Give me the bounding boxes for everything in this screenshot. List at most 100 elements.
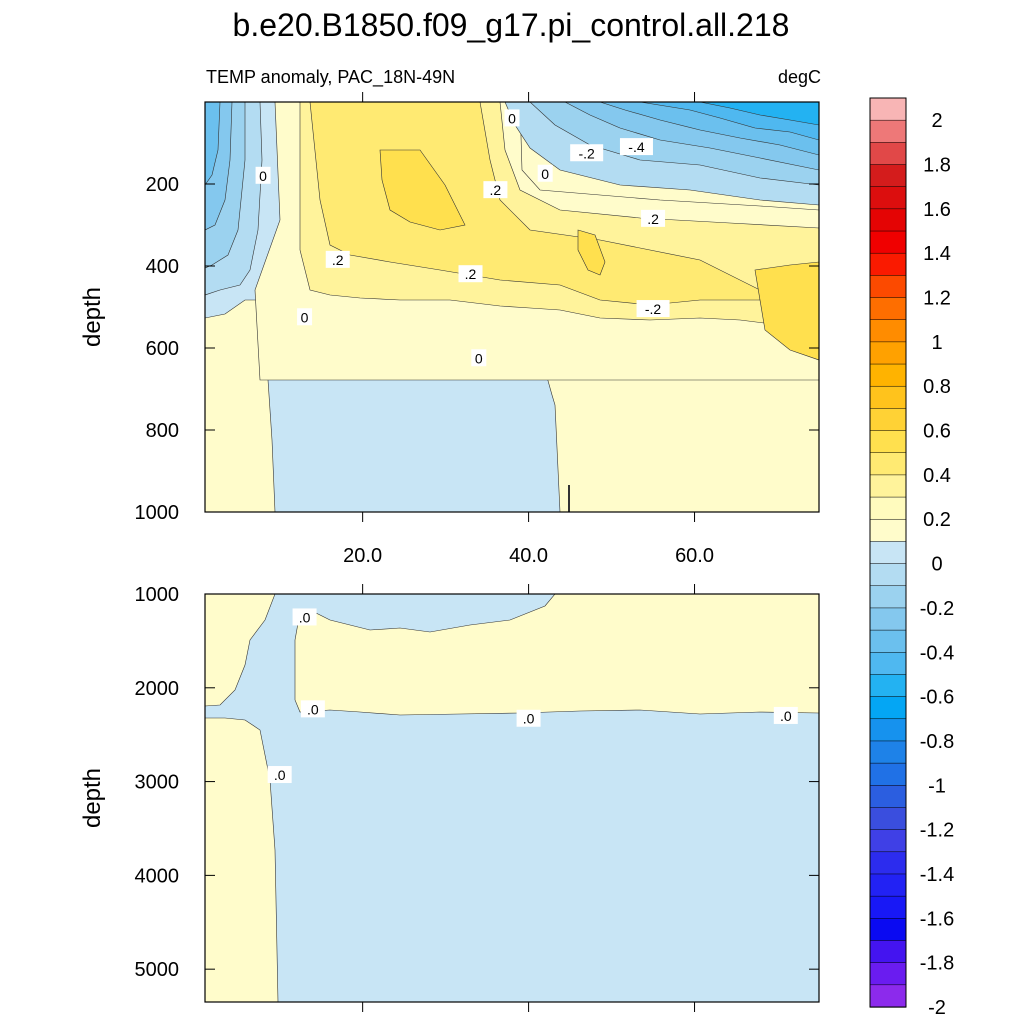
- colorbar-swatch: [869, 474, 907, 498]
- y-tick-label: 600: [146, 338, 179, 360]
- colorbar-label: -0.8: [920, 731, 954, 753]
- upper-band-neg-topright-6: [699, 102, 819, 126]
- colorbar-swatch: [869, 962, 907, 986]
- colorbar-label: 1.8: [923, 155, 951, 177]
- colorbar-swatch: [869, 341, 907, 365]
- colorbar-label: -0.4: [920, 642, 954, 664]
- colorbar-swatch: [869, 297, 907, 321]
- colorbar-swatch: [869, 252, 907, 277]
- colorbar-swatch: [869, 319, 907, 343]
- y-tick-label: 1000: [135, 502, 180, 524]
- contour-label: 0: [508, 110, 516, 126]
- contour-label-box: [458, 265, 483, 283]
- colorbar-swatch: [869, 585, 907, 609]
- colorbar-swatch: [869, 385, 907, 410]
- lower-axis-ticks: 1000 2000 3000 4000 5000: [135, 584, 819, 1012]
- lower-contour-fill: [205, 594, 819, 1002]
- upper-band-pos-06: [379, 149, 466, 231]
- colorbar-swatch: [869, 762, 907, 786]
- y-tick-label: 200: [146, 174, 179, 196]
- y-tick-label: 3000: [135, 772, 180, 794]
- colorbar-label: -1: [928, 775, 946, 797]
- contour-label: 0: [301, 309, 309, 325]
- x-tick-label: 40.0: [509, 545, 548, 567]
- contour-label: -.2: [579, 145, 596, 161]
- colorbar-swatch: [869, 452, 907, 476]
- contour-label: .0: [274, 767, 286, 783]
- lower-plot-frame: [204, 593, 820, 1003]
- main-title: b.e20.B1850.f09_g17.pi_control.all.218: [233, 7, 790, 43]
- colorbar-label: -1.6: [920, 908, 954, 930]
- x-tick-label: 60.0: [675, 545, 714, 567]
- contour-label: .0: [299, 609, 311, 625]
- colorbar-frame: [869, 97, 907, 1008]
- upper-band-neg-left-4: [205, 102, 221, 186]
- colorbar-swatch: [869, 696, 907, 720]
- y-tick-label: 800: [146, 420, 179, 442]
- contour-label: .2: [332, 252, 344, 268]
- colorbar-label: 1.6: [923, 199, 951, 221]
- colorbar-swatch: [869, 652, 907, 676]
- contour-label-box: [516, 709, 541, 727]
- colorbar-swatch: [869, 208, 907, 232]
- lower-y-axis-label: depth: [79, 768, 106, 828]
- contour-label: -.2: [645, 301, 662, 317]
- colorbar-swatch: [869, 164, 907, 188]
- contour-label-box: [636, 300, 670, 318]
- colorbar-swatch: [869, 807, 907, 831]
- contour-label: 0: [259, 168, 267, 184]
- upper-y-axis-label: depth: [79, 287, 106, 347]
- contour-label-box: [619, 138, 653, 156]
- contour-label: .0: [523, 711, 535, 727]
- colorbar-swatch: [869, 829, 907, 853]
- colorbar: 2 1.8 1.6 1.4 1.2 1 0.8 0.6 0.4 0.2 0 -0.2 -0.4 -0.6 -…: [869, 97, 954, 1019]
- colorbar-label: -1.8: [920, 953, 954, 975]
- contour-label: .2: [490, 182, 502, 198]
- colorbar-swatch: [869, 408, 907, 432]
- colorbar-swatch: [869, 873, 907, 897]
- contour-label: .0: [780, 708, 792, 724]
- contour-label: .2: [465, 266, 477, 282]
- contour-label: -.4: [628, 139, 645, 155]
- colorbar-label: 1: [931, 332, 942, 354]
- contour-label: 0: [475, 350, 483, 366]
- colorbar-swatch: [869, 363, 907, 387]
- y-tick-label: 5000: [135, 959, 180, 981]
- contour-label: 0: [541, 166, 549, 182]
- colorbar-swatch: [869, 119, 907, 143]
- colorbar-label: 0.4: [923, 465, 951, 487]
- colorbar-swatch: [869, 541, 907, 565]
- upper-band-pos-06-c: [754, 261, 819, 361]
- lower-band-pos-topleft: [205, 594, 276, 707]
- colorbar-swatch: [869, 984, 907, 1008]
- upper-plot-frame: [204, 101, 820, 513]
- lower-panel: 1000 2000 3000 4000 5000 .0 .0 .0 .0 .0 depth: [79, 584, 820, 1012]
- y-tick-label: 2000: [135, 678, 180, 700]
- colorbar-swatch: [869, 275, 907, 299]
- lower-contour-labels: .0 .0 .0 .0 .0: [267, 608, 798, 784]
- colorbar-swatch: [869, 186, 907, 210]
- colorbar-swatch: [869, 97, 907, 121]
- subtitle-left: TEMP anomaly, PAC_18N-49N: [206, 67, 455, 88]
- colorbar-label: 0.8: [923, 376, 951, 398]
- contour-label-box: [471, 349, 487, 367]
- colorbar-label: -1.4: [920, 864, 954, 886]
- contour-label-box: [483, 181, 508, 199]
- colorbar-label: -2: [928, 997, 946, 1019]
- colorbar-swatch: [869, 563, 907, 587]
- contour-label-box: [297, 308, 313, 326]
- contour-label-box: [641, 209, 666, 227]
- upper-contour-labels: 0 .2 0 .2 0 .2 0 0 -.2 -.4 .2 -.2: [255, 109, 670, 367]
- y-tick-label: 1000: [135, 584, 180, 606]
- contour-label: .2: [647, 211, 659, 227]
- lower-band-pos-middle: [294, 594, 819, 716]
- colorbar-swatch: [869, 740, 907, 764]
- colorbar-label: 1.2: [923, 288, 951, 310]
- colorbar-swatch: [869, 674, 907, 698]
- colorbar-swatch: [869, 230, 907, 254]
- contour-label-box: [292, 608, 317, 626]
- colorbar-label: 0.2: [923, 509, 951, 531]
- y-tick-label: 400: [146, 256, 179, 278]
